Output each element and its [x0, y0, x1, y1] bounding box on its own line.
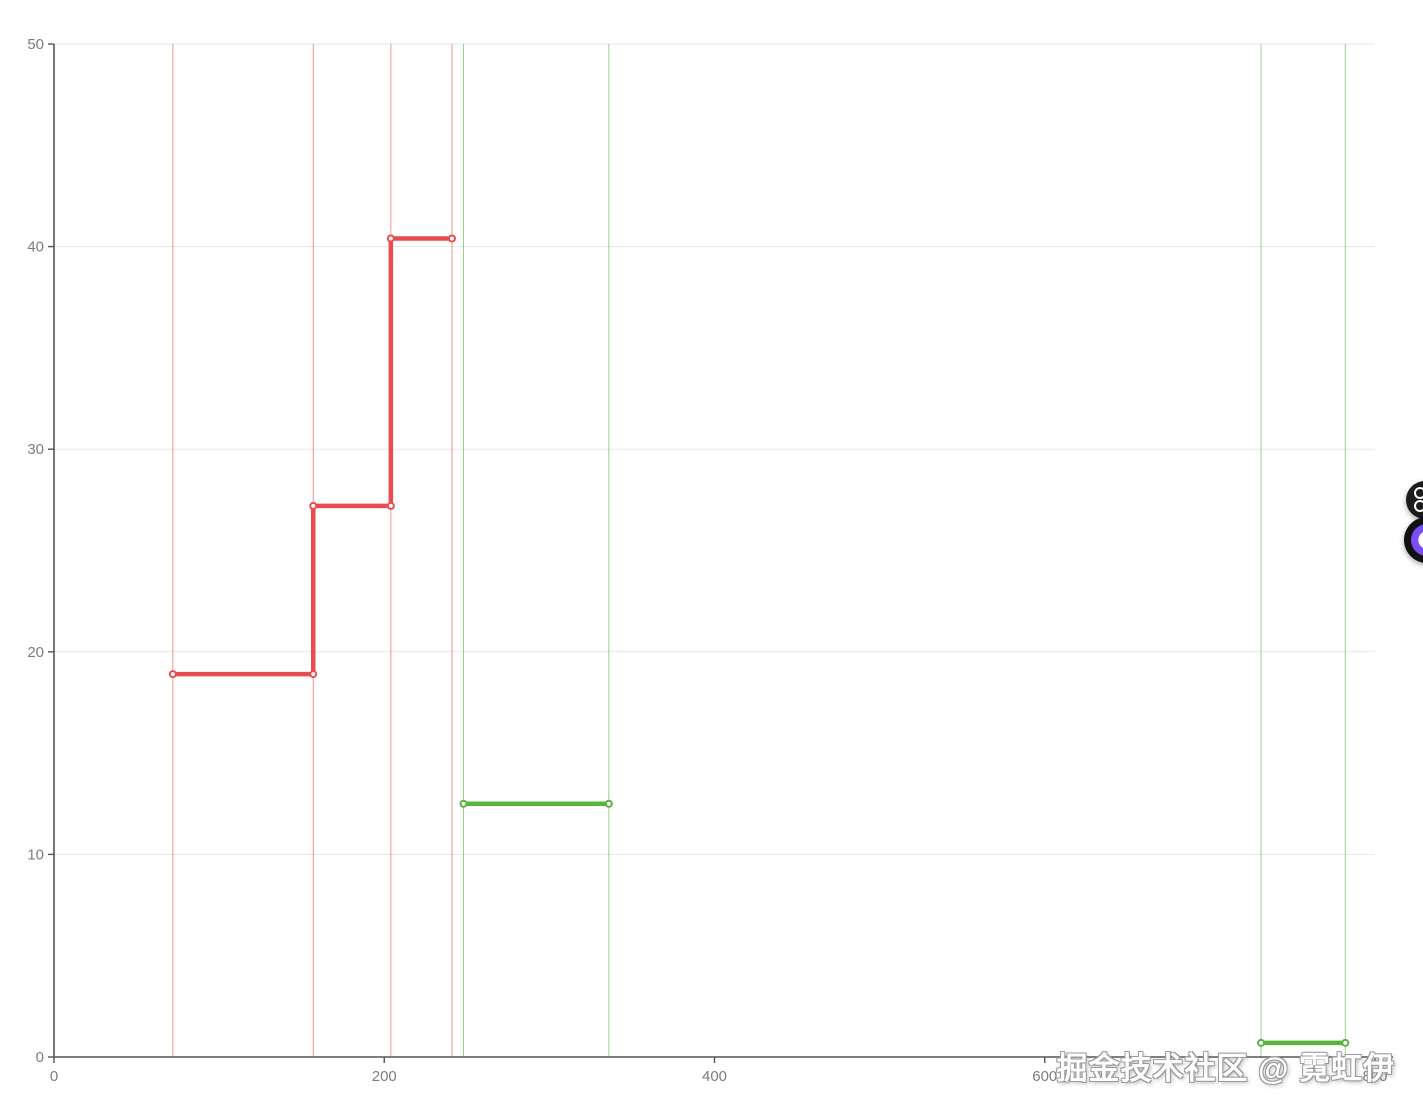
red-step-series-marker — [386, 234, 395, 243]
y-tick-label: 0 — [36, 1049, 44, 1066]
red-step-series-path — [172, 236, 452, 677]
green-step-series-marker — [1341, 1038, 1350, 1047]
green-step-series-marker — [604, 799, 613, 808]
green-step-series-marker — [1257, 1038, 1266, 1047]
y-tick-label: 30 — [27, 441, 44, 458]
red-step-series-marker — [168, 670, 177, 679]
x-tick-label: 400 — [702, 1068, 727, 1085]
x-tick-label: 800 — [1362, 1068, 1387, 1085]
x-tick-label: 600 — [1032, 1068, 1057, 1085]
y-tick-label: 10 — [27, 846, 44, 863]
floating-button-top[interactable] — [1406, 481, 1423, 519]
green-step-series-marker — [459, 799, 468, 808]
x-tick-label: 0 — [50, 1068, 58, 1085]
stacked-circles-icon — [1414, 487, 1423, 499]
eye-icon — [1411, 524, 1423, 556]
floating-button-bottom[interactable] — [1404, 517, 1423, 563]
y-tick-label: 40 — [27, 239, 44, 256]
red-step-series-marker — [447, 234, 456, 243]
y-tick-label: 50 — [27, 36, 44, 53]
red-step-series-marker — [309, 501, 318, 510]
x-tick-label: 200 — [372, 1068, 397, 1085]
red-step-series-marker — [309, 670, 318, 679]
red-step-series-marker — [386, 501, 395, 510]
y-tick-label: 20 — [27, 644, 44, 661]
stacked-circles-icon — [1414, 500, 1423, 512]
